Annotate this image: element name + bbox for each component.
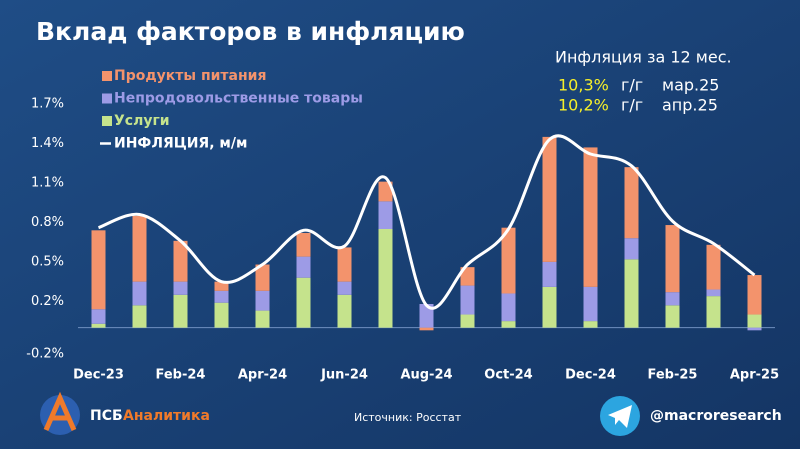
bar-segment — [214, 290, 229, 303]
bar-segment — [542, 261, 557, 287]
x-tick-label: Dec-24 — [565, 368, 616, 383]
bar-segment — [378, 181, 393, 202]
bar-segment — [624, 167, 639, 239]
bar-segment — [460, 267, 475, 286]
legend-swatch — [102, 93, 112, 104]
brand: ПСБ — [90, 408, 123, 424]
bar-segment — [460, 285, 475, 315]
x-tick-label: Feb-25 — [648, 368, 698, 383]
bar-segment — [542, 136, 557, 262]
logo-mark — [43, 391, 77, 432]
telegram-icon — [600, 396, 640, 436]
legend-label: Услуги — [114, 113, 170, 129]
legend-label: Продукты питания — [114, 68, 266, 84]
bar-segment — [255, 290, 270, 311]
y-tick-label: 0.8% — [31, 215, 64, 230]
bar-segment — [706, 289, 721, 297]
bar-segment — [419, 327, 434, 331]
telegram-plane — [608, 405, 632, 428]
bar-segment — [583, 286, 598, 322]
source: Источник: Росстат — [354, 411, 462, 424]
bar-segment — [665, 305, 680, 328]
x-tick-label: Apr-24 — [238, 368, 287, 383]
channel: @macroresearch — [650, 408, 782, 424]
x-tick-label: Feb-24 — [156, 368, 206, 383]
bar-segment — [665, 225, 680, 293]
bar-segment — [419, 304, 434, 328]
logo — [40, 391, 80, 435]
x-tick-label: Dec-23 — [73, 368, 124, 383]
annotation-period: мар.25 — [662, 76, 719, 95]
bar-segment — [214, 302, 229, 328]
bar-segment — [255, 310, 270, 328]
y-tick-label: 1.7% — [31, 97, 64, 112]
y-tick-label: 1.1% — [31, 175, 64, 190]
bar-segment — [214, 281, 229, 291]
annotation-period: апр.25 — [662, 96, 718, 115]
brand-accent: Аналитика — [123, 408, 210, 424]
bar-segment — [747, 314, 762, 328]
bar-segment — [173, 240, 188, 282]
bar-segment — [542, 286, 557, 328]
bar-segment — [378, 229, 393, 328]
bar-segment — [624, 238, 639, 260]
annotation-unit: г/г — [621, 76, 643, 95]
x-tick-label: Aug-24 — [400, 368, 452, 383]
x-tick-label: Oct-24 — [484, 368, 532, 383]
bar-segment — [132, 215, 147, 282]
bar-segment — [296, 277, 311, 328]
legend-swatch — [102, 116, 112, 126]
bar-segment — [173, 294, 188, 328]
x-tick-label: Apr-25 — [730, 368, 779, 383]
bar-segment — [501, 227, 516, 294]
bar-segment — [337, 281, 352, 295]
bar-segment — [747, 275, 762, 315]
annotation-unit: г/г — [621, 96, 643, 115]
bar-segment — [132, 305, 147, 328]
y-tick-label: 0.2% — [31, 294, 64, 309]
bar-segment — [378, 201, 393, 229]
y-tick-label: 1.4% — [31, 136, 64, 151]
annotation-value: 10,2% — [558, 96, 609, 115]
bar-segment — [337, 247, 352, 282]
bar-segment — [706, 296, 721, 328]
y-tick-label: -0.2% — [26, 347, 64, 362]
bar-segment — [706, 244, 721, 290]
annotation-title: Инфляция за 12 мес. — [555, 48, 732, 67]
bar-segment — [583, 321, 598, 328]
bar-segment — [501, 293, 516, 322]
bar-segment — [747, 327, 762, 331]
bar-segment — [296, 232, 311, 257]
y-tick-label: 0.5% — [31, 254, 64, 269]
bar-segment — [460, 314, 475, 328]
bar-segment — [337, 294, 352, 328]
bar-segment — [583, 147, 598, 287]
chart-title: Вклад факторов в инфляцию — [36, 17, 465, 46]
legend-label: Непродовольственные товары — [114, 91, 363, 107]
inflation-line — [97, 134, 756, 310]
bar-segment — [255, 264, 270, 291]
bar-segment — [91, 230, 106, 310]
bar-segment — [501, 321, 516, 328]
bar-segment — [173, 281, 188, 295]
bar-segment — [624, 259, 639, 328]
bar-segment — [132, 281, 147, 306]
legend-swatch — [102, 71, 112, 81]
bar-segment — [91, 309, 106, 324]
legend-label: ИНФЛЯЦИЯ, м/м — [114, 136, 247, 152]
annotation-value: 10,3% — [558, 76, 609, 95]
bar-segment — [665, 292, 680, 306]
bar-segment — [91, 323, 106, 328]
bar-segment — [296, 256, 311, 278]
x-tick-label: Jun-24 — [320, 368, 368, 383]
